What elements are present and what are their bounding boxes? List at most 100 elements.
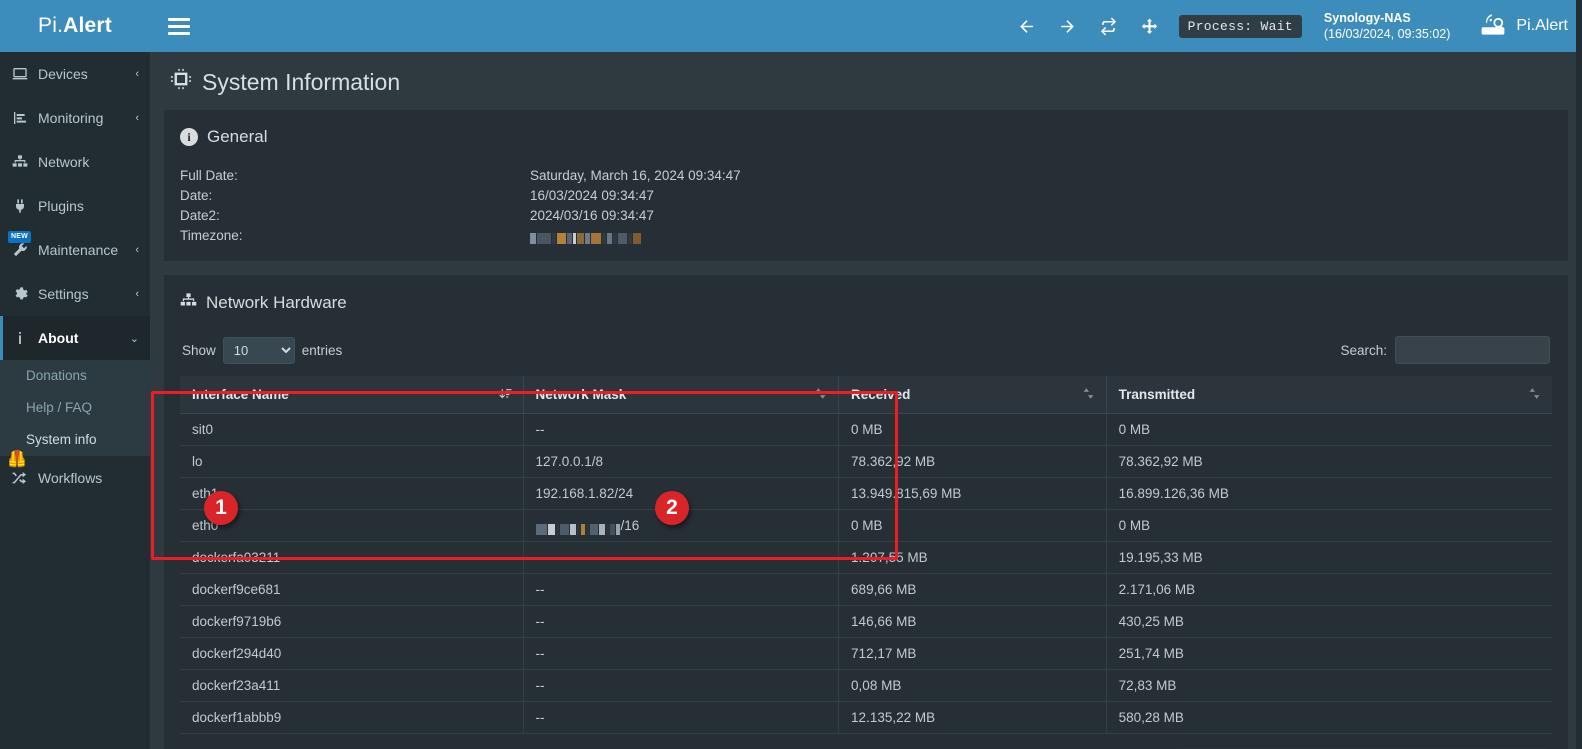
cell-mask: 127.0.0.1/8 bbox=[523, 445, 840, 478]
table-row[interactable]: dockerf1abbb9 -- 12.135,22 MB 580,28 MB bbox=[180, 701, 1552, 734]
cell-interface: dockerfa03211 bbox=[180, 541, 524, 574]
menu-icon[interactable] bbox=[168, 17, 190, 35]
sidebar-subitem-help-faq[interactable]: Help / FAQ bbox=[26, 400, 93, 415]
cell-interface: dockerf1abbb9 bbox=[180, 701, 524, 734]
general-key: Date: bbox=[180, 187, 213, 203]
network-hardware-table: Interface Name Network Mask Received bbox=[180, 376, 1552, 734]
cell-interface: sit0 bbox=[180, 413, 524, 446]
sort-both-icon bbox=[1082, 387, 1095, 403]
sidebar-item-plugins[interactable]: Plugins bbox=[0, 184, 150, 228]
table-row[interactable]: eth1 192.168.1.82/24 13.949.815,69 MB 16… bbox=[180, 477, 1552, 510]
sidebar-subitem-donations[interactable]: Donations bbox=[26, 368, 87, 383]
arrow-left-icon[interactable] bbox=[1017, 17, 1036, 36]
cell-interface: eth0 bbox=[180, 509, 524, 542]
column-header-network-mask[interactable]: Network Mask bbox=[523, 376, 840, 414]
column-header-received[interactable]: Received bbox=[838, 376, 1107, 414]
arrow-right-icon[interactable] bbox=[1058, 17, 1077, 36]
cell-mask: -- bbox=[523, 669, 840, 702]
table-row[interactable]: sit0 -- 0 MB 0 MB bbox=[180, 413, 1552, 446]
info-icon bbox=[11, 330, 29, 346]
table-row[interactable]: dockerf9719b6 -- 146,66 MB 430,25 MB bbox=[180, 605, 1552, 638]
table-row: Date2: 2024/03/16 09:34:47 bbox=[180, 205, 741, 225]
page-title: System Information bbox=[164, 52, 1568, 110]
cell-transmitted: 16.899.126,36 MB bbox=[1106, 477, 1552, 510]
wrench-icon bbox=[11, 242, 29, 258]
plug-icon bbox=[11, 198, 29, 214]
network-hardware-box: Network Hardware Show 10 25 50 100 entri… bbox=[164, 275, 1568, 749]
logo-thin: Pi. bbox=[38, 14, 64, 37]
general-value: Saturday, March 16, 2024 09:34:47 bbox=[530, 167, 741, 183]
sidebar: Devices ‹ Monitoring ‹ Network Plugins N… bbox=[0, 52, 150, 749]
cell-transmitted: 430,25 MB bbox=[1106, 605, 1552, 638]
cell-received: 12.135,22 MB bbox=[838, 701, 1107, 734]
column-header-interface-name[interactable]: Interface Name bbox=[180, 376, 524, 414]
table-row[interactable]: dockerfa03211 -- 1.207,55 MB 19.195,33 M… bbox=[180, 541, 1552, 574]
general-box-title: General bbox=[207, 127, 268, 146]
arrows-move-icon[interactable] bbox=[1140, 17, 1159, 36]
top-bar: Pi. Alert Process: Wait Synology-NAS (16/… bbox=[0, 0, 1582, 52]
network-hardware-title: Network Hardware bbox=[206, 293, 347, 312]
process-status-chip: Process: Wait bbox=[1178, 14, 1302, 38]
page-title-text: System Information bbox=[202, 68, 401, 95]
table-row[interactable]: lo 127.0.0.1/8 78.362,92 MB 78.362,92 MB bbox=[180, 445, 1552, 478]
search-input[interactable] bbox=[1395, 336, 1550, 364]
sidebar-item-maintenance[interactable]: NEW Maintenance ‹ bbox=[0, 228, 150, 272]
cell-transmitted: 0 MB bbox=[1106, 413, 1552, 446]
cell-received: 78.362,92 MB bbox=[838, 445, 1107, 478]
device-name: Synology-NAS bbox=[1323, 11, 1411, 25]
sidebar-item-network[interactable]: Network bbox=[0, 140, 150, 184]
general-info-table: Full Date: Saturday, March 16, 2024 09:3… bbox=[180, 165, 741, 245]
cell-interface: dockerf9ce681 bbox=[180, 573, 524, 606]
sort-asc-icon bbox=[498, 387, 512, 403]
sidebar-item-settings[interactable]: Settings ‹ bbox=[0, 272, 150, 316]
cell-received: 1.207,55 MB bbox=[838, 541, 1107, 574]
sidebar-item-monitoring[interactable]: Monitoring ‹ bbox=[0, 96, 150, 140]
cell-received: 0 MB bbox=[838, 413, 1107, 446]
main-content: System Information i General Full Date: … bbox=[150, 52, 1582, 749]
brand-right[interactable]: Pi.Alert bbox=[1480, 13, 1568, 40]
cell-transmitted: 78.362,92 MB bbox=[1106, 445, 1552, 478]
sidebar-item-about[interactable]: About ⌄ bbox=[0, 316, 150, 360]
new-badge: NEW bbox=[8, 231, 31, 243]
info-circle-icon: i bbox=[180, 128, 198, 146]
sitemap-icon bbox=[11, 154, 29, 170]
sidebar-item-devices[interactable]: Devices ‹ bbox=[0, 52, 150, 96]
sidebar-subitem-system-info[interactable]: System info bbox=[26, 432, 97, 447]
scrollbar-track[interactable] bbox=[1576, 0, 1582, 749]
cell-interface: dockerf23a411 bbox=[180, 669, 524, 702]
table-row[interactable]: dockerf9ce681 -- 689,66 MB 2.171,06 MB bbox=[180, 573, 1552, 606]
sidebar-item-label: Maintenance bbox=[38, 242, 119, 258]
table-row[interactable]: dockerf294d40 -- 712,17 MB 251,74 MB bbox=[180, 637, 1552, 670]
page-length-select[interactable]: 10 25 50 100 bbox=[222, 336, 295, 364]
cell-transmitted: 19.195,33 MB bbox=[1106, 541, 1552, 574]
shuffle-icon bbox=[11, 470, 29, 486]
cell-received: 146,66 MB bbox=[838, 605, 1107, 638]
cell-transmitted: 0 MB bbox=[1106, 509, 1552, 542]
general-key: Full Date: bbox=[180, 167, 238, 183]
network-hardware-header: Network Hardware bbox=[164, 278, 1568, 320]
sidebar-item-label: About bbox=[38, 330, 79, 346]
laptop-icon bbox=[11, 66, 29, 82]
redaction-blur bbox=[530, 230, 642, 245]
refresh-icon[interactable] bbox=[1099, 17, 1118, 36]
datatable-toolbar: Show 10 25 50 100 entries Search: bbox=[180, 332, 1552, 376]
table-header-row: Interface Name Network Mask Received bbox=[180, 376, 1552, 414]
cell-mask: -- bbox=[523, 541, 840, 574]
search-control: Search: bbox=[1340, 336, 1550, 364]
table-row[interactable]: dockerf23a411 -- 0,08 MB 72,83 MB bbox=[180, 669, 1552, 702]
cell-mask: -- bbox=[523, 637, 840, 670]
app-logo[interactable]: Pi. Alert bbox=[0, 0, 150, 52]
column-header-transmitted[interactable]: Transmitted bbox=[1106, 376, 1552, 414]
chevron-left-icon: ‹ bbox=[135, 244, 139, 256]
cell-transmitted: 580,28 MB bbox=[1106, 701, 1552, 734]
cell-interface: dockerf9719b6 bbox=[180, 605, 524, 638]
cell-transmitted: 2.171,06 MB bbox=[1106, 573, 1552, 606]
cell-interface: lo bbox=[180, 445, 524, 478]
cell-received: 0 MB bbox=[838, 509, 1107, 542]
device-info: Synology-NAS (16/03/2024, 09:35:02) bbox=[1324, 10, 1451, 42]
table-row[interactable]: eth0 /16 0 MB 0 MB bbox=[180, 509, 1552, 542]
microchip-icon bbox=[170, 68, 192, 96]
cell-transmitted: 72,83 MB bbox=[1106, 669, 1552, 702]
sidebar-item-workflows[interactable]: 🦺 Workflows bbox=[0, 452, 150, 500]
column-label: Network Mask bbox=[535, 387, 627, 402]
